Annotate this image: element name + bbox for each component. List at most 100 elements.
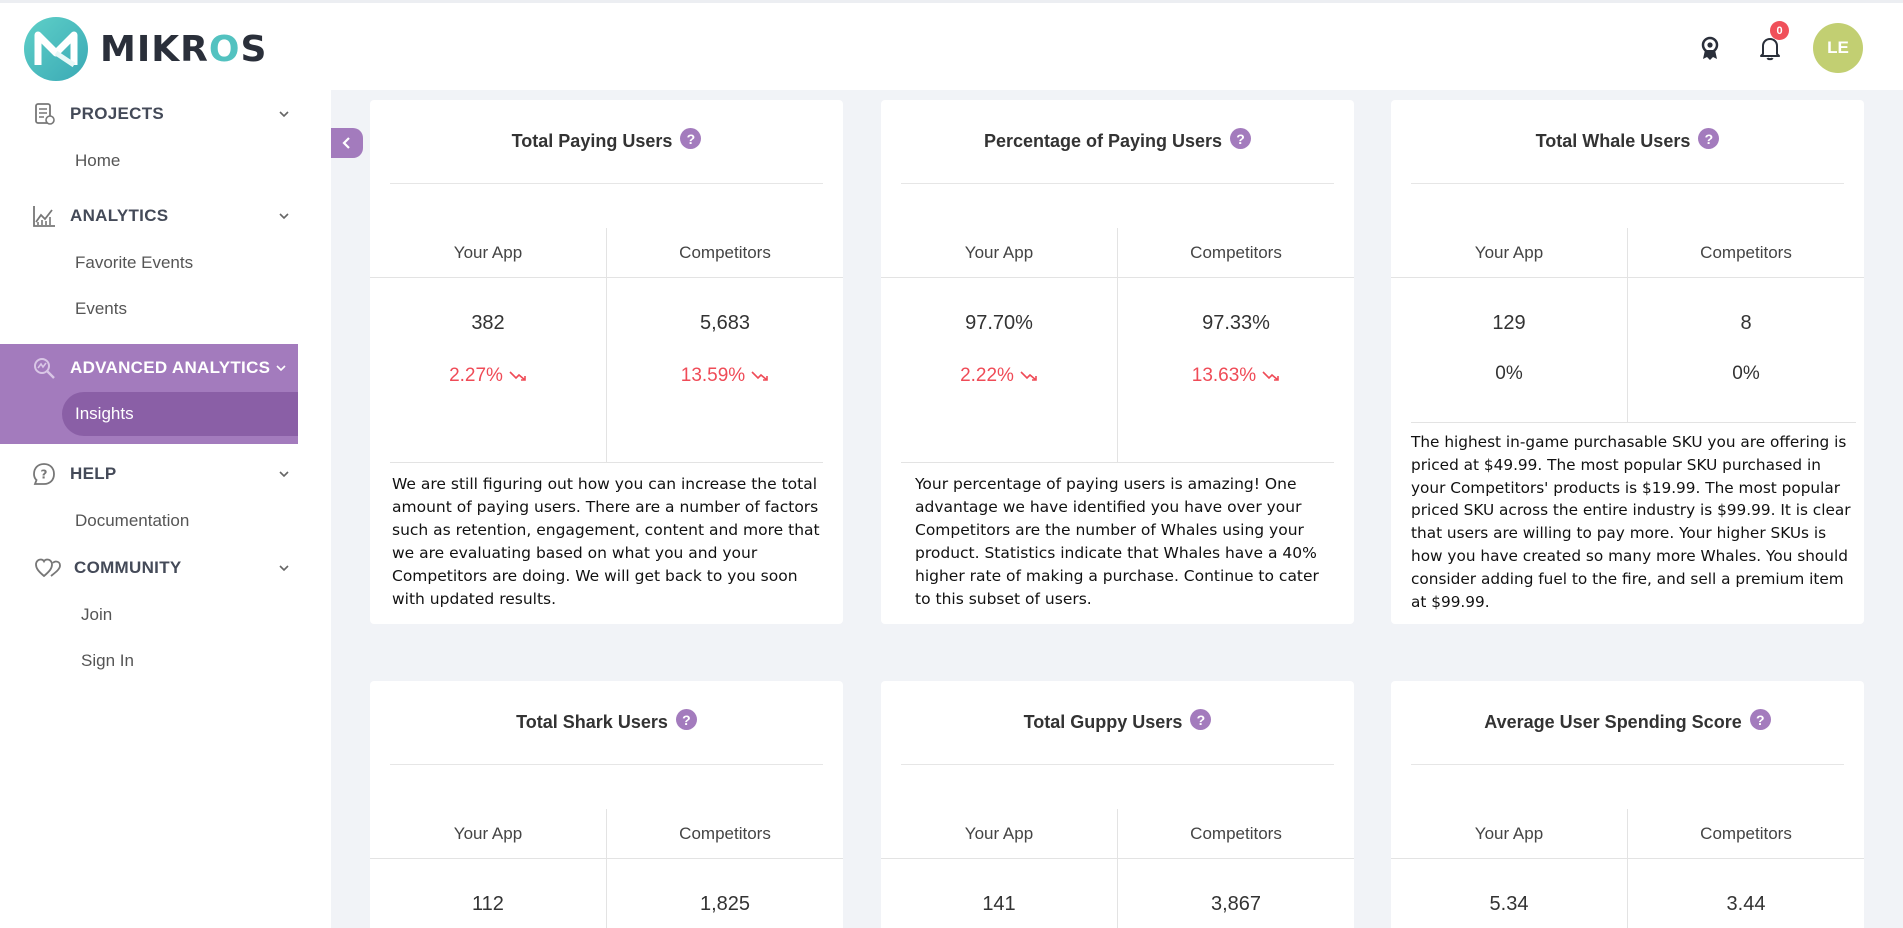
your-app-value: 112	[472, 893, 504, 915]
nav-header-help[interactable]: ? HELP	[0, 450, 331, 498]
chevron-down-icon	[276, 365, 286, 372]
stats-table: Your App Competitors 141 3,867	[881, 809, 1354, 928]
your-app-value: 5.34	[1489, 893, 1529, 915]
notification-bell-icon[interactable]: 0	[1753, 21, 1789, 65]
chevron-down-icon	[279, 471, 289, 478]
competitors-value: 5,683	[699, 312, 751, 334]
stats-table: Your App Competitors 5.34 3.44	[1391, 809, 1864, 928]
help-circle-icon: ?	[30, 460, 58, 488]
nav-section-analytics: ANALYTICS Favorite Events Events	[0, 192, 331, 332]
insight-card-average-user-spending-score: Average User Spending Score ? Your App C…	[1391, 681, 1864, 928]
column-header-competitors: Competitors	[679, 823, 771, 843]
analytics-search-icon	[30, 354, 58, 382]
top-bar: MIKROS 0 LE	[0, 0, 1903, 90]
column-header-your-app: Your App	[1391, 228, 1628, 277]
your-app-value: 97.70%	[965, 312, 1033, 334]
sidebar-item-favorite-events[interactable]: Favorite Events	[75, 253, 194, 272]
competitors-value: 8	[1740, 312, 1752, 334]
stats-table: Your App Competitors 129 0% 8 0%	[1391, 228, 1864, 423]
column-header-your-app: Your App	[370, 809, 607, 858]
chevron-down-icon	[279, 111, 289, 118]
sidebar-item-insights[interactable]: Insights	[62, 392, 298, 436]
trending-down-icon	[1262, 371, 1280, 381]
sidebar: PROJECTS Home ANALYTICS Favorite Events …	[0, 90, 331, 928]
help-question-icon[interactable]: ?	[1230, 128, 1252, 149]
card-title: Total Shark Users	[516, 712, 668, 732]
chevron-left-icon	[342, 137, 350, 149]
nav-header-community[interactable]: COMMUNITY	[0, 544, 331, 592]
insight-card-total-paying-users: Total Paying Users ? Your App Competitor…	[370, 100, 843, 624]
nav-header-advanced-analytics[interactable]: ADVANCED ANALYTICS	[0, 344, 298, 392]
insight-card-total-shark-users: Total Shark Users ? Your App Competitors…	[370, 681, 843, 928]
document-icon	[30, 100, 58, 128]
column-header-competitors: Competitors	[1700, 823, 1792, 843]
insight-card-percentage-paying-users: Percentage of Paying Users ? Your App Co…	[881, 100, 1354, 624]
sidebar-item-events[interactable]: Events	[75, 299, 127, 318]
competitors-change: 0%	[1732, 363, 1760, 384]
help-question-icon[interactable]: ?	[1190, 709, 1212, 730]
competitors-change: 13.59%	[681, 365, 769, 387]
competitors-value: 1,825	[699, 893, 751, 915]
user-avatar[interactable]: LE	[1813, 23, 1863, 73]
trending-down-icon	[509, 371, 526, 381]
nav-header-projects[interactable]: PROJECTS	[0, 90, 331, 138]
notification-count-badge: 0	[1770, 21, 1789, 40]
your-app-change: 0%	[1495, 363, 1523, 384]
trending-down-icon	[751, 371, 769, 381]
card-title: Total Paying Users	[511, 131, 673, 151]
sidebar-collapse-button[interactable]	[331, 128, 363, 158]
nav-section-projects: PROJECTS Home	[0, 90, 331, 184]
sidebar-item-documentation[interactable]: Documentation	[75, 511, 190, 530]
your-app-value: 382	[471, 312, 505, 334]
column-header-competitors: Competitors	[1190, 823, 1282, 843]
competitors-value: 3,867	[1210, 893, 1262, 915]
card-title: Average User Spending Score	[1484, 712, 1742, 732]
insight-card-total-whale-users: Total Whale Users ? Your App Competitors…	[1391, 100, 1864, 624]
nav-header-analytics[interactable]: ANALYTICS	[0, 192, 331, 240]
your-app-value: 141	[982, 893, 1016, 915]
card-title: Total Whale Users	[1535, 131, 1691, 151]
column-header-competitors: Competitors	[1190, 242, 1282, 262]
insight-description: The highest in-game purchasable SKU you …	[1411, 422, 1856, 613]
competitors-change: 13.63%	[1192, 365, 1280, 387]
nav-section-community: COMMUNITY Join Sign In	[0, 544, 331, 684]
help-question-icon[interactable]: ?	[1698, 128, 1720, 149]
logo-icon	[24, 17, 88, 81]
column-header-your-app: Your App	[370, 228, 607, 277]
your-app-change: 2.22%	[960, 365, 1038, 387]
card-title: Percentage of Paying Users	[983, 131, 1223, 151]
insight-description: Your percentage of paying users is amazi…	[901, 462, 1334, 611]
competitors-value: 97.33%	[1202, 312, 1270, 334]
insight-description: We are still figuring out how you can in…	[390, 462, 823, 611]
your-app-value: 129	[1492, 312, 1526, 334]
competitors-value: 3.44	[1726, 893, 1766, 915]
nav-section-help: ? HELP Documentation	[0, 450, 331, 544]
stats-table: Your App Competitors 382 2.27% 5,683 13.…	[370, 228, 843, 463]
column-header-competitors: Competitors	[1700, 242, 1792, 262]
stats-table: Your App Competitors 112 1,825	[370, 809, 843, 928]
column-header-competitors: Competitors	[679, 242, 771, 262]
help-question-icon[interactable]: ?	[680, 128, 702, 149]
stats-table: Your App Competitors 97.70% 2.22% 97.33%…	[881, 228, 1354, 463]
award-icon[interactable]	[1693, 31, 1727, 65]
line-chart-icon	[30, 202, 58, 230]
chevron-down-icon	[279, 565, 289, 572]
trending-down-icon	[1020, 371, 1037, 381]
logo[interactable]: MIKROS	[24, 17, 267, 81]
sidebar-item-sign-in[interactable]: Sign In	[81, 651, 134, 670]
chevron-down-icon	[279, 213, 289, 220]
insight-card-total-guppy-users: Total Guppy Users ? Your App Competitors…	[881, 681, 1354, 928]
card-title: Total Guppy Users	[1023, 712, 1183, 732]
brand-name: MIKROS	[100, 28, 268, 70]
column-header-your-app: Your App	[1391, 809, 1628, 858]
your-app-change: 2.27%	[449, 365, 527, 387]
svg-text:?: ?	[41, 468, 48, 482]
help-question-icon[interactable]: ?	[675, 709, 697, 730]
sidebar-item-home[interactable]: Home	[75, 151, 121, 170]
column-header-your-app: Your App	[881, 809, 1118, 858]
column-header-your-app: Your App	[881, 228, 1118, 277]
sidebar-item-join[interactable]: Join	[81, 605, 113, 624]
nav-section-advanced-analytics: ADVANCED ANALYTICS Insights	[0, 344, 298, 444]
help-question-icon[interactable]: ?	[1749, 709, 1771, 730]
community-hearts-icon	[34, 554, 62, 582]
